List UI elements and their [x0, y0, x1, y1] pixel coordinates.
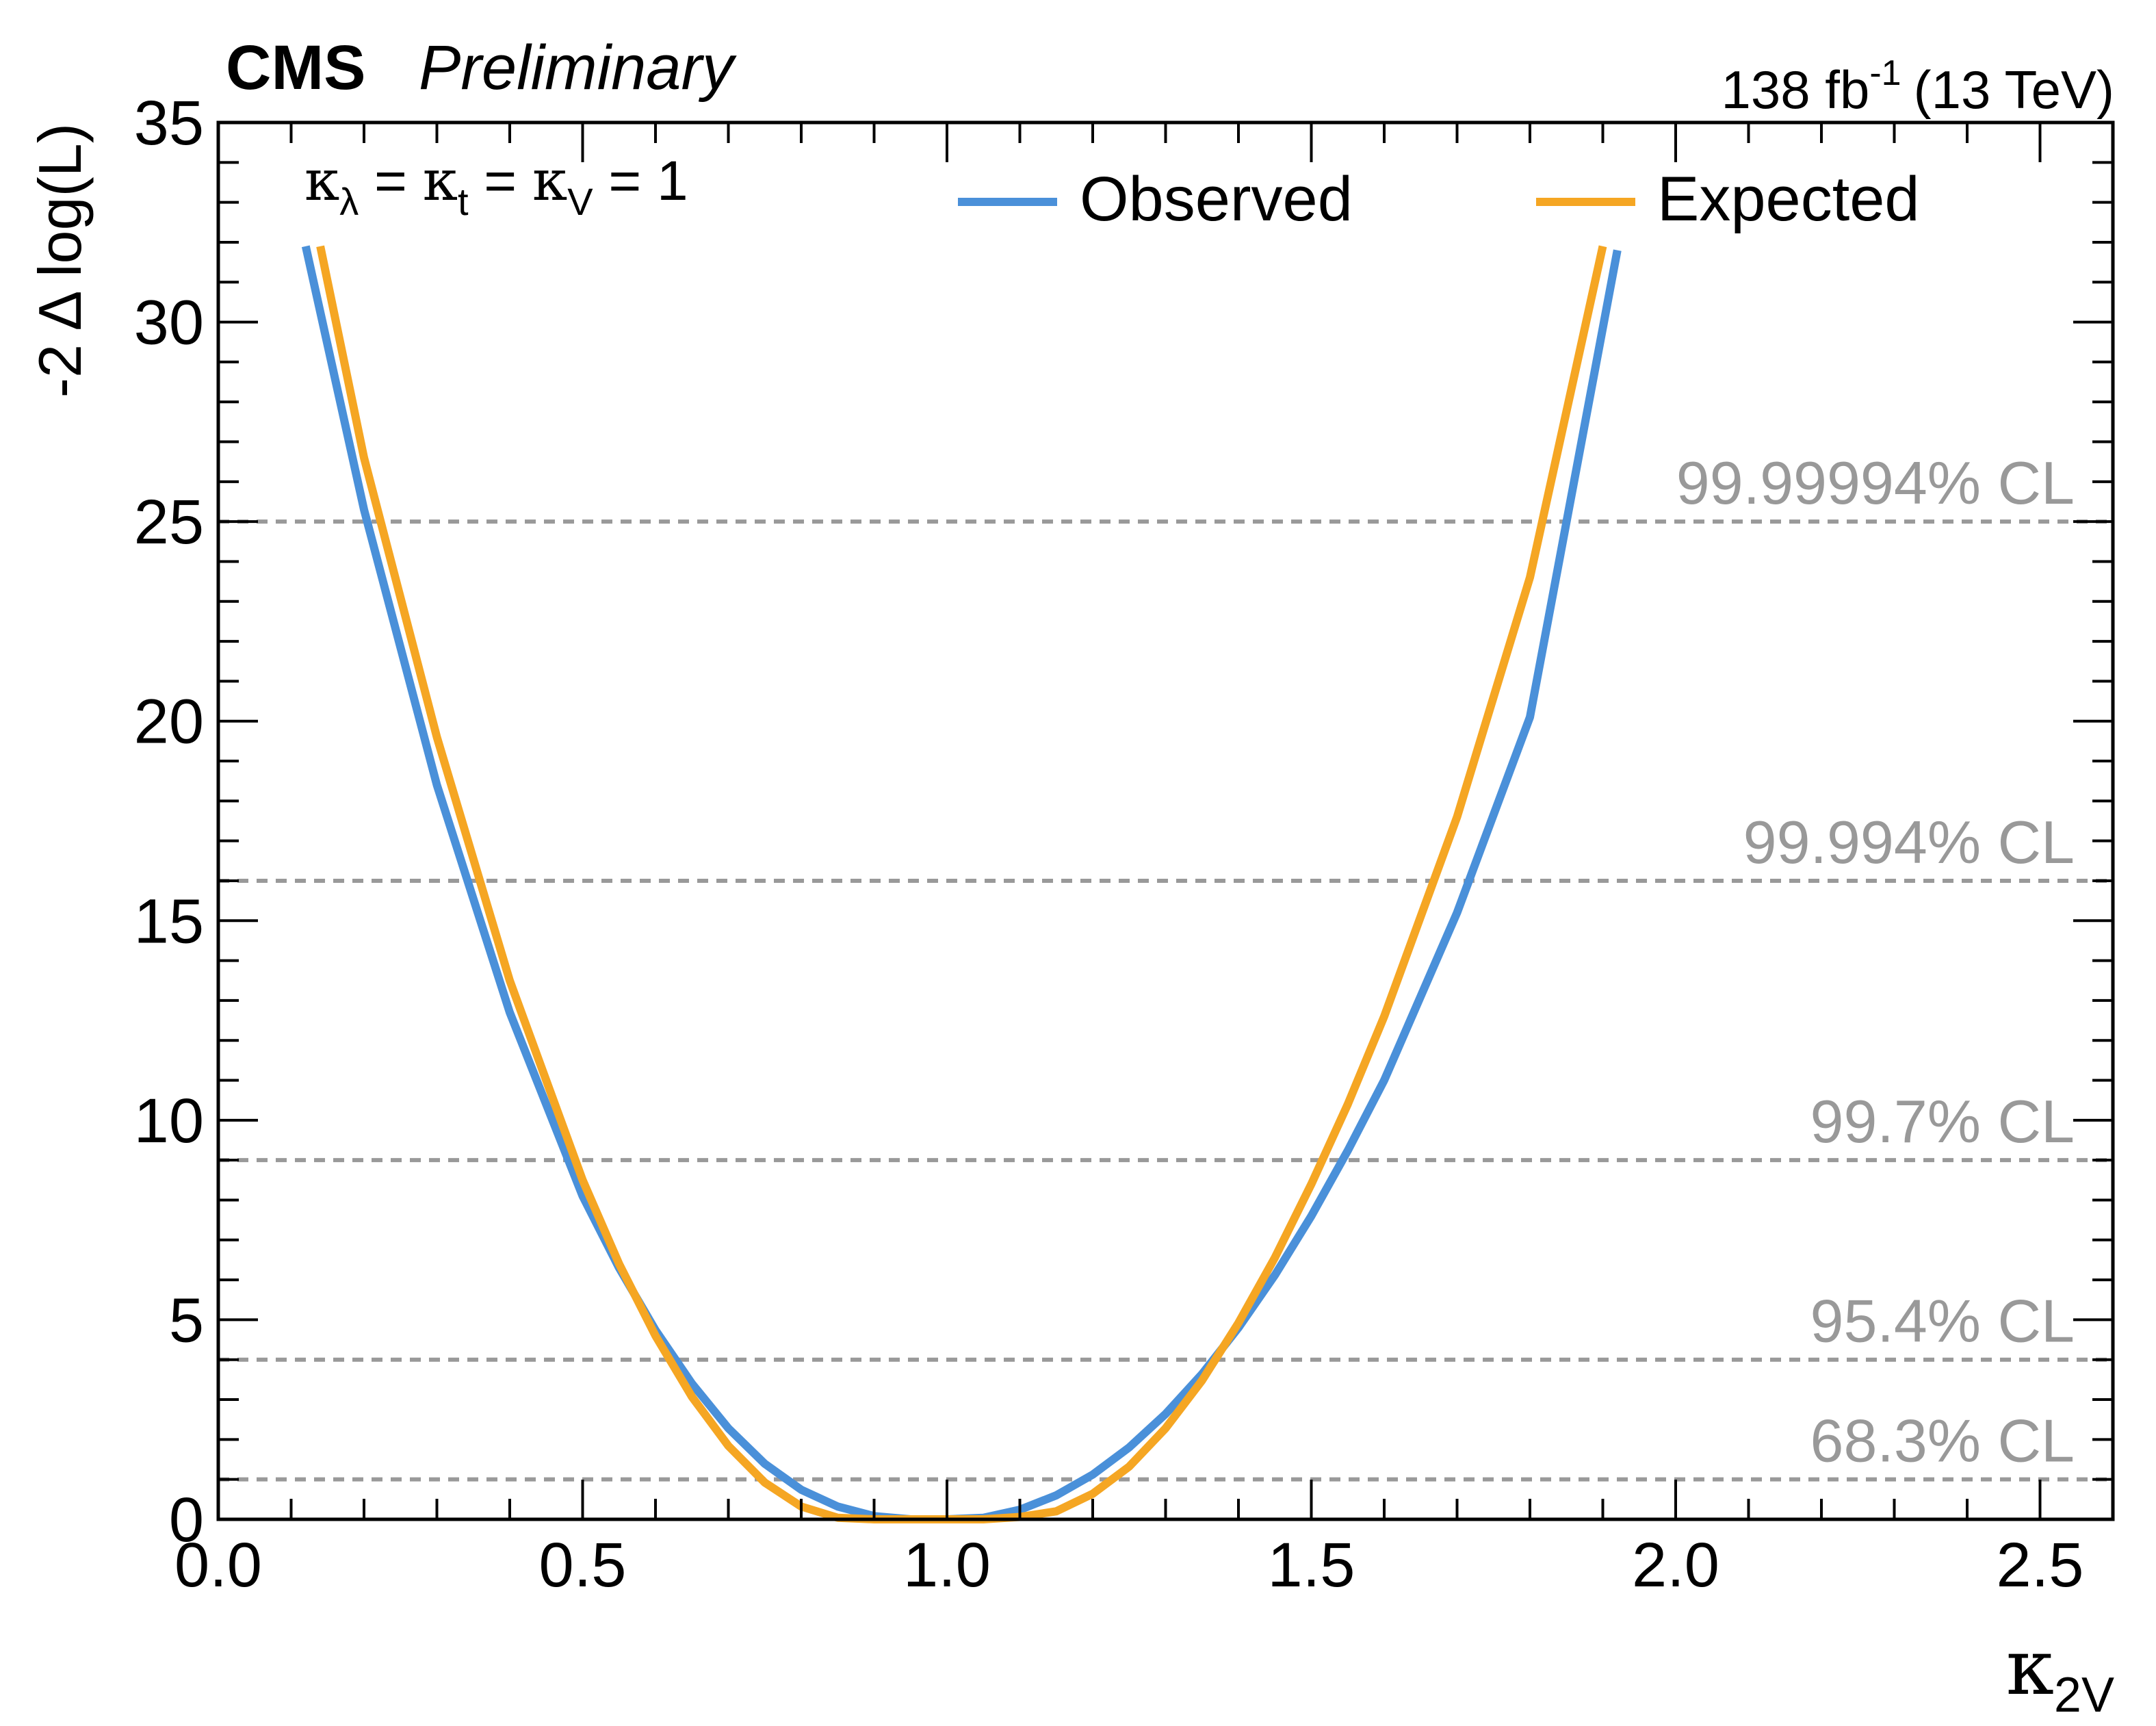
coupling-annotation: κλ = κt = κV = 1 — [304, 149, 688, 223]
status-label: Preliminary — [419, 33, 737, 103]
y-tick-label: 35 — [134, 88, 204, 158]
cl-reference-lines: 68.3% CL 95.4% CL 99.7% CL 99.994% CL 99.999… — [218, 449, 2113, 1482]
cl-label-4: 99.99994% CL — [1676, 449, 2075, 517]
series-observed-line — [301, 245, 1622, 1523]
experiment-label: CMS — [226, 33, 365, 103]
lumi-exponent: -1 — [1869, 53, 1901, 93]
series-curves — [301, 245, 1622, 1523]
x-axis-kappa: κ — [2006, 1623, 2054, 1712]
x-tick-label: 0.0 — [174, 1530, 262, 1600]
subscript-t: t — [458, 180, 469, 223]
y-tick-label: 15 — [134, 886, 204, 956]
y-tick-label: 0 — [169, 1485, 204, 1555]
x-axis-subscript: 2V — [2054, 1668, 2114, 1723]
plot-frame — [216, 120, 2115, 1521]
equals-2: = — [469, 150, 532, 212]
y-tick-label: 5 — [169, 1285, 204, 1355]
x-tick-label: 1.5 — [1268, 1530, 1355, 1600]
cl-label-1: 95.4% CL — [1810, 1287, 2075, 1355]
kappa-symbol-3: κ — [532, 149, 567, 214]
y-tick-label: 20 — [134, 687, 204, 757]
cl-label-0: 68.3% CL — [1810, 1407, 2075, 1475]
equals-value: = 1 — [593, 150, 688, 212]
x-tick-label: 2.0 — [1632, 1530, 1719, 1600]
y-tick-label: 25 — [134, 487, 204, 557]
x-tick-label: 0.5 — [539, 1530, 627, 1600]
legend: Observed Expected — [958, 164, 1920, 234]
x-tick-label: 2.5 — [1997, 1530, 2084, 1600]
y-axis-title: -2 Δ log(L) — [26, 123, 94, 398]
lumi-value: 138 fb — [1721, 60, 1869, 120]
kappa-symbol-2: κ — [423, 149, 458, 214]
kappa-symbol-1: κ — [304, 149, 339, 214]
lumi-energy-label: 138 fb-1 (13 TeV) — [1721, 53, 2114, 120]
y-tick-labels: 0 5 10 15 20 25 30 35 — [134, 88, 204, 1555]
x-tick-label: 1.0 — [903, 1530, 991, 1600]
legend-expected-label: Expected — [1657, 164, 1920, 234]
x-axis-title: κ2V — [2006, 1623, 2114, 1723]
cl-label-3: 99.994% CL — [1743, 808, 2075, 876]
legend-observed-label: Observed — [1080, 164, 1353, 234]
subscript-lambda: λ — [339, 180, 359, 223]
y-tick-label: 30 — [134, 288, 204, 358]
energy-value: (13 TeV) — [1914, 60, 2114, 120]
y-tick-label: 10 — [134, 1086, 204, 1156]
x-tick-labels: 0.0 0.5 1.0 1.5 2.0 2.5 — [174, 1530, 2083, 1600]
equals-1: = — [359, 150, 422, 212]
subscript-v: V — [567, 180, 593, 223]
cl-label-2: 99.7% CL — [1810, 1087, 2075, 1155]
